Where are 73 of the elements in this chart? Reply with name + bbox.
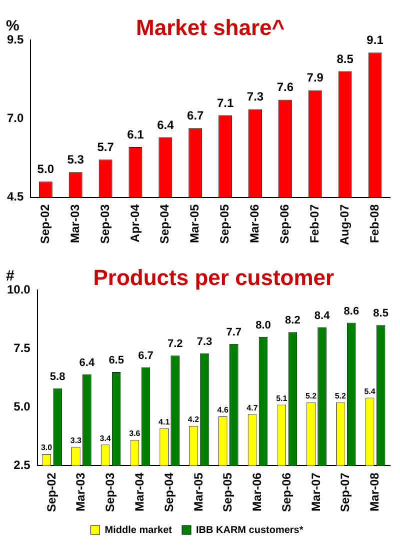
data-label: 5.4 bbox=[364, 386, 376, 396]
x-tick-label: Feb-07 bbox=[307, 204, 322, 244]
chart-title: Market share^ bbox=[136, 15, 285, 40]
data-label: 7.1 bbox=[216, 96, 234, 110]
data-label: 8.5 bbox=[373, 308, 388, 320]
x-tick-label: Mar-08 bbox=[368, 472, 382, 512]
data-label: 5.8 bbox=[50, 370, 66, 383]
x-tick-label: Mar-06 bbox=[248, 204, 262, 244]
data-label: 9.1 bbox=[366, 32, 384, 47]
legend-label: IBB KARM customers* bbox=[196, 524, 304, 536]
data-label: 5.3 bbox=[67, 152, 84, 166]
x-tick-label: Sep-04 bbox=[162, 472, 176, 512]
y-tick-label: 10.0 bbox=[6, 282, 31, 296]
data-label: 6.1 bbox=[127, 127, 144, 142]
data-label: 4.7 bbox=[246, 403, 258, 412]
data-label: 7.6 bbox=[276, 80, 294, 94]
data-label: 5.7 bbox=[97, 140, 114, 154]
data-label: 5.2 bbox=[305, 392, 318, 401]
y-tick-label: 7.5 bbox=[14, 340, 31, 355]
data-label: 3.3 bbox=[70, 436, 82, 446]
x-tick-label: Sep-02 bbox=[38, 204, 52, 244]
y-tick-label: 5.0 bbox=[14, 399, 31, 414]
x-tick-label: Mar-05 bbox=[191, 472, 206, 512]
data-label: 6.7 bbox=[138, 350, 154, 362]
x-tick-label: Feb-08 bbox=[367, 204, 382, 244]
x-tick-label: Sep-07 bbox=[338, 472, 352, 512]
y-tick-label: 7.0 bbox=[6, 110, 24, 125]
x-tick-label: Apr-04 bbox=[128, 204, 142, 242]
data-label: 8.2 bbox=[285, 314, 300, 327]
x-tick-label: Mar-06 bbox=[250, 472, 264, 512]
x-tick-label: Sep-06 bbox=[278, 204, 292, 244]
y-tick-label: 4.5 bbox=[6, 190, 24, 204]
chart-title: Products per customer bbox=[93, 265, 335, 290]
x-tick-label: Sep-05 bbox=[218, 204, 232, 244]
x-tick-label: Sep-06 bbox=[279, 472, 294, 512]
y-axis-title: % bbox=[6, 18, 20, 35]
data-label: 8.5 bbox=[336, 52, 354, 66]
data-label: 6.5 bbox=[108, 354, 124, 366]
data-label: 7.9 bbox=[306, 70, 324, 85]
data-label: 8.4 bbox=[314, 310, 331, 322]
data-label: 4.1 bbox=[158, 417, 170, 426]
data-label: 6.7 bbox=[187, 108, 204, 122]
x-tick-label: Mar-04 bbox=[132, 472, 147, 512]
data-label: 5.2 bbox=[334, 392, 347, 401]
y-tick-label: 9.5 bbox=[6, 32, 24, 46]
data-label: 7.2 bbox=[167, 338, 183, 350]
y-axis-title: # bbox=[6, 268, 15, 285]
x-tick-label: Mar-07 bbox=[308, 472, 323, 512]
data-label: 3.4 bbox=[100, 434, 112, 443]
x-tick-label: Mar-03 bbox=[68, 204, 82, 244]
y-tick-label: 2.5 bbox=[14, 458, 31, 472]
data-label: 6.4 bbox=[157, 118, 174, 132]
x-tick-label: Sep-02 bbox=[44, 472, 58, 512]
data-label: 4.6 bbox=[217, 406, 229, 415]
x-tick-label: Aug-07 bbox=[337, 204, 352, 245]
legend-label: Middle market bbox=[104, 524, 173, 536]
data-label: 8.6 bbox=[344, 305, 360, 318]
data-label: 8.0 bbox=[256, 319, 271, 332]
data-label: 5.1 bbox=[276, 394, 288, 403]
data-label: 3.6 bbox=[129, 429, 141, 438]
x-tick-label: Sep-05 bbox=[220, 472, 235, 512]
x-tick-label: Mar-05 bbox=[188, 204, 202, 244]
data-label: 3.0 bbox=[40, 443, 53, 452]
data-label: 7.7 bbox=[226, 326, 242, 338]
x-tick-label: Sep-03 bbox=[98, 204, 112, 244]
x-tick-label: Sep-03 bbox=[103, 472, 118, 512]
data-label: 6.4 bbox=[79, 356, 96, 369]
data-label: 7.3 bbox=[196, 336, 212, 348]
x-tick-label: Sep-04 bbox=[158, 204, 172, 244]
data-label: 5.0 bbox=[37, 162, 54, 176]
x-tick-label: Mar-03 bbox=[74, 472, 88, 512]
data-label: 4.2 bbox=[188, 415, 200, 424]
data-label: 7.3 bbox=[246, 90, 264, 104]
